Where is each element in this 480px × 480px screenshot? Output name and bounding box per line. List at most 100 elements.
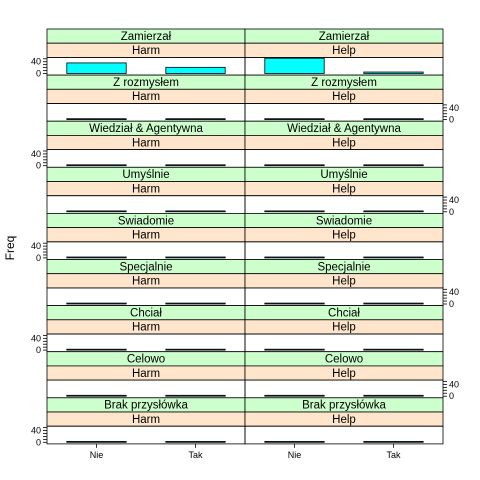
row-strip-label: Wiedział & Agentywna bbox=[89, 123, 203, 135]
y-tick-label: 0 bbox=[449, 299, 454, 309]
row-strip-label: Swiadomie bbox=[118, 215, 174, 227]
bar bbox=[265, 119, 324, 120]
row-strip-label: Chciał bbox=[328, 308, 360, 320]
bar bbox=[166, 67, 225, 73]
panel-2-0: Wiedział & Agentywna Harm bbox=[47, 121, 245, 167]
row-strip-label: Swiadomie bbox=[316, 215, 372, 227]
y-tick-label: 0 bbox=[36, 437, 41, 447]
bar bbox=[364, 441, 423, 442]
row-strip-label: Celowo bbox=[127, 354, 165, 366]
x-tick-label: Nie bbox=[288, 450, 302, 460]
bar bbox=[67, 119, 126, 120]
y-tick-label: 0 bbox=[36, 345, 41, 355]
column-strip-label: Harm bbox=[132, 368, 160, 380]
column-strip-label: Harm bbox=[132, 322, 160, 334]
panel-2-1: Wiedział & Agentywna Help bbox=[245, 121, 443, 167]
row-strip-label: Umyślnie bbox=[320, 169, 367, 181]
bar bbox=[67, 211, 126, 212]
row-strip-label: Z rozmysłem bbox=[113, 77, 179, 89]
panels-layer: Zamierzał Harm Zamierzał Help Z rozmysłem Har… bbox=[47, 29, 443, 444]
y-tick-label: 40 bbox=[449, 103, 459, 113]
bar bbox=[166, 349, 225, 350]
panel-3-1: Umyślnie Help bbox=[245, 167, 443, 213]
row-strip-label: Umyślnie bbox=[122, 169, 169, 181]
bar bbox=[265, 395, 324, 396]
bar bbox=[265, 211, 324, 212]
bar bbox=[265, 349, 324, 350]
column-strip-label: Harm bbox=[132, 414, 160, 426]
y-tick-label: 40 bbox=[449, 379, 459, 389]
x-tick-label: Nie bbox=[90, 450, 104, 460]
panel-0-0: Zamierzał Harm bbox=[47, 29, 245, 75]
bar bbox=[265, 165, 324, 166]
column-strip-label: Help bbox=[332, 91, 356, 103]
bar bbox=[67, 165, 126, 166]
column-strip-label: Harm bbox=[132, 45, 160, 57]
y-tick-label: 0 bbox=[449, 115, 454, 125]
column-strip-label: Harm bbox=[132, 276, 160, 288]
bar bbox=[67, 441, 126, 442]
y-tick-label: 0 bbox=[36, 253, 41, 263]
panel-6-1: Chciał Help bbox=[245, 306, 443, 352]
panel-8-1: Brak przysłówka Help bbox=[245, 398, 443, 444]
bar bbox=[265, 303, 324, 304]
column-strip-label: Harm bbox=[132, 137, 160, 149]
column-strip-label: Harm bbox=[132, 183, 160, 195]
bar bbox=[166, 395, 225, 396]
x-tick-label: Tak bbox=[188, 450, 203, 460]
bar bbox=[364, 211, 423, 212]
row-strip-label: Z rozmysłem bbox=[311, 77, 377, 89]
bar bbox=[67, 303, 126, 304]
bar bbox=[364, 395, 423, 396]
y-tick-label: 40 bbox=[31, 57, 41, 67]
column-strip-label: Help bbox=[332, 322, 356, 334]
row-strip-label: Brak przysłówka bbox=[302, 400, 386, 412]
bar bbox=[265, 58, 324, 73]
y-tick-label: 0 bbox=[449, 207, 454, 217]
bar bbox=[67, 257, 126, 258]
y-tick-label: 40 bbox=[449, 195, 459, 205]
bar bbox=[67, 349, 126, 350]
row-strip-label: Celowo bbox=[325, 354, 363, 366]
column-strip-label: Help bbox=[332, 45, 356, 57]
panel-8-0: Brak przysłówka Harm bbox=[47, 398, 245, 444]
bar bbox=[364, 257, 423, 258]
panel-7-1: Celowo Help bbox=[245, 352, 443, 398]
column-strip-label: Harm bbox=[132, 91, 160, 103]
panel-1-1: Z rozmysłem Help bbox=[245, 75, 443, 121]
panel-5-0: Specjalnie Harm bbox=[47, 260, 245, 306]
panel-6-0: Chciał Harm bbox=[47, 306, 245, 352]
column-strip-label: Help bbox=[332, 414, 356, 426]
bar bbox=[166, 165, 225, 166]
column-strip-label: Help bbox=[332, 183, 356, 195]
panel-7-0: Celowo Harm bbox=[47, 352, 245, 398]
y-tick-label: 40 bbox=[449, 287, 459, 297]
y-tick-label: 40 bbox=[31, 426, 41, 436]
panel-0-1: Zamierzał Help bbox=[245, 29, 443, 75]
y-axis-label: Freq bbox=[3, 236, 17, 261]
y-tick-label: 0 bbox=[36, 161, 41, 171]
bar bbox=[166, 303, 225, 304]
bar bbox=[364, 119, 423, 120]
panel-1-0: Z rozmysłem Harm bbox=[47, 75, 245, 121]
bar bbox=[364, 303, 423, 304]
y-tick-label: 40 bbox=[31, 333, 41, 343]
column-strip-label: Help bbox=[332, 368, 356, 380]
panel-3-0: Umyślnie Harm bbox=[47, 167, 245, 213]
bar bbox=[166, 257, 225, 258]
y-tick-label: 0 bbox=[36, 69, 41, 79]
bar bbox=[166, 119, 225, 120]
y-tick-label: 0 bbox=[449, 391, 454, 401]
bar bbox=[364, 349, 423, 350]
row-strip-label: Zamierzał bbox=[319, 31, 370, 43]
column-strip-label: Help bbox=[332, 137, 356, 149]
panel-4-0: Swiadomie Harm bbox=[47, 213, 245, 259]
panel-4-1: Swiadomie Help bbox=[245, 213, 443, 259]
row-strip-label: Wiedział & Agentywna bbox=[287, 123, 401, 135]
bar bbox=[265, 257, 324, 258]
y-tick-label: 40 bbox=[31, 149, 41, 159]
bar bbox=[67, 63, 126, 74]
bar bbox=[364, 165, 423, 166]
column-strip-label: Help bbox=[332, 230, 356, 242]
row-strip-label: Zamierzał bbox=[121, 31, 172, 43]
